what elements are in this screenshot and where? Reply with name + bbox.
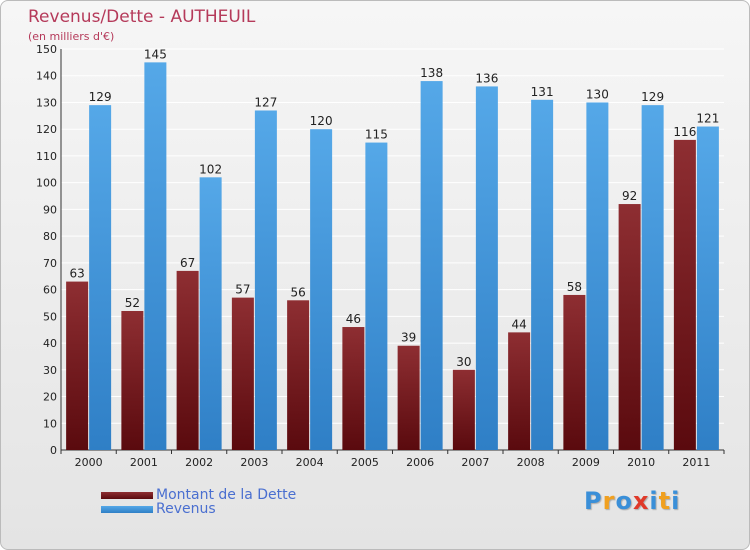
data-label-revenus: 129 — [89, 90, 112, 104]
bar-revenus — [641, 105, 664, 450]
data-label-dette: 44 — [511, 317, 526, 331]
bar-revenus — [144, 62, 167, 450]
y-tick-label: 110 — [36, 150, 57, 163]
x-tick-label: 2006 — [406, 456, 434, 469]
logo-letter: P — [584, 487, 603, 515]
logo-letter: x — [632, 487, 650, 515]
chart-title: Revenus/Dette - AUTHEUIL — [28, 7, 256, 27]
data-label-dette: 39 — [401, 331, 416, 345]
bar-dette — [673, 139, 696, 451]
y-tick-label: 130 — [36, 96, 57, 109]
bar-revenus — [420, 81, 443, 450]
data-label-revenus: 115 — [365, 128, 388, 142]
bar-revenus — [89, 105, 112, 450]
y-tick-label: 70 — [43, 257, 57, 270]
data-label-revenus: 136 — [475, 71, 498, 85]
bar-dette — [342, 327, 365, 450]
y-tick-label: 80 — [43, 230, 57, 243]
x-tick-label: 2008 — [517, 456, 545, 469]
y-tick-label: 140 — [36, 70, 57, 83]
data-label-revenus: 130 — [586, 87, 609, 101]
logo-letter: i — [649, 487, 659, 515]
x-tick-label: 2003 — [240, 456, 268, 469]
legend-swatch-revenus — [101, 506, 153, 513]
bar-revenus — [531, 99, 554, 450]
x-tick-label: 2011 — [682, 456, 710, 469]
x-tick-label: 2002 — [185, 456, 213, 469]
data-label-dette: 63 — [69, 267, 84, 281]
data-label-dette: 56 — [290, 285, 305, 299]
data-label-dette: 92 — [622, 189, 637, 203]
logo-letter: r — [602, 487, 616, 515]
bar-dette — [508, 332, 531, 450]
chart-subtitle: (en milliers d'€) — [28, 30, 115, 43]
x-tick-label: 2000 — [75, 456, 103, 469]
x-tick-label: 2010 — [627, 456, 655, 469]
data-label-dette: 46 — [346, 312, 361, 326]
data-label-dette: 116 — [673, 125, 696, 139]
y-tick-label: 60 — [43, 284, 57, 297]
bar-revenus — [586, 102, 609, 450]
y-tick-label: 30 — [43, 364, 57, 377]
data-label-dette: 58 — [567, 280, 582, 294]
bar-dette — [618, 204, 641, 450]
data-label-revenus: 129 — [641, 90, 664, 104]
data-label-dette: 30 — [456, 355, 471, 369]
data-label-revenus: 121 — [696, 112, 719, 126]
bar-dette — [287, 300, 310, 450]
x-tick-label: 2007 — [461, 456, 489, 469]
data-label-revenus: 131 — [531, 85, 554, 99]
logo-letter: t — [658, 487, 672, 515]
x-tick-label: 2009 — [572, 456, 600, 469]
bar-dette — [397, 345, 420, 450]
legend-swatch-dette — [101, 492, 153, 499]
bar-dette — [121, 310, 144, 450]
legend-label-dette: Montant de la Dette — [156, 487, 297, 503]
bar-revenus — [365, 142, 388, 451]
data-label-revenus: 120 — [310, 114, 333, 128]
data-label-dette: 67 — [180, 256, 195, 270]
legend-label-revenus: Revenus — [156, 501, 216, 517]
bar-dette — [452, 369, 475, 450]
y-tick-label: 150 — [36, 43, 57, 56]
bar-dette — [231, 297, 254, 450]
y-tick-label: 100 — [36, 177, 57, 190]
proxiti-logo: Proxiti — [584, 487, 680, 515]
bar-dette — [563, 294, 586, 450]
data-label-revenus: 145 — [144, 47, 167, 61]
y-tick-label: 20 — [43, 391, 57, 404]
data-label-dette: 52 — [125, 296, 140, 310]
y-tick-label: 10 — [43, 417, 57, 430]
logo-letter: o — [615, 487, 633, 515]
bar-revenus — [254, 110, 277, 450]
logo-letter: i — [671, 487, 681, 515]
y-tick-label: 0 — [50, 444, 57, 457]
x-tick-label: 2005 — [351, 456, 379, 469]
bar-revenus — [696, 126, 719, 450]
bar-revenus — [199, 177, 222, 450]
y-tick-label: 90 — [43, 203, 57, 216]
data-label-revenus: 127 — [254, 95, 277, 109]
data-label-dette: 57 — [235, 283, 250, 297]
data-label-revenus: 102 — [199, 162, 222, 176]
x-tick-label: 2004 — [296, 456, 324, 469]
bar-revenus — [475, 86, 498, 450]
y-tick-label: 50 — [43, 310, 57, 323]
bar-revenus — [310, 129, 333, 450]
data-label-revenus: 138 — [420, 66, 443, 80]
bar-dette — [66, 281, 89, 450]
y-tick-label: 40 — [43, 337, 57, 350]
x-tick-label: 2001 — [130, 456, 158, 469]
y-tick-label: 120 — [36, 123, 57, 136]
bar-dette — [176, 270, 199, 450]
